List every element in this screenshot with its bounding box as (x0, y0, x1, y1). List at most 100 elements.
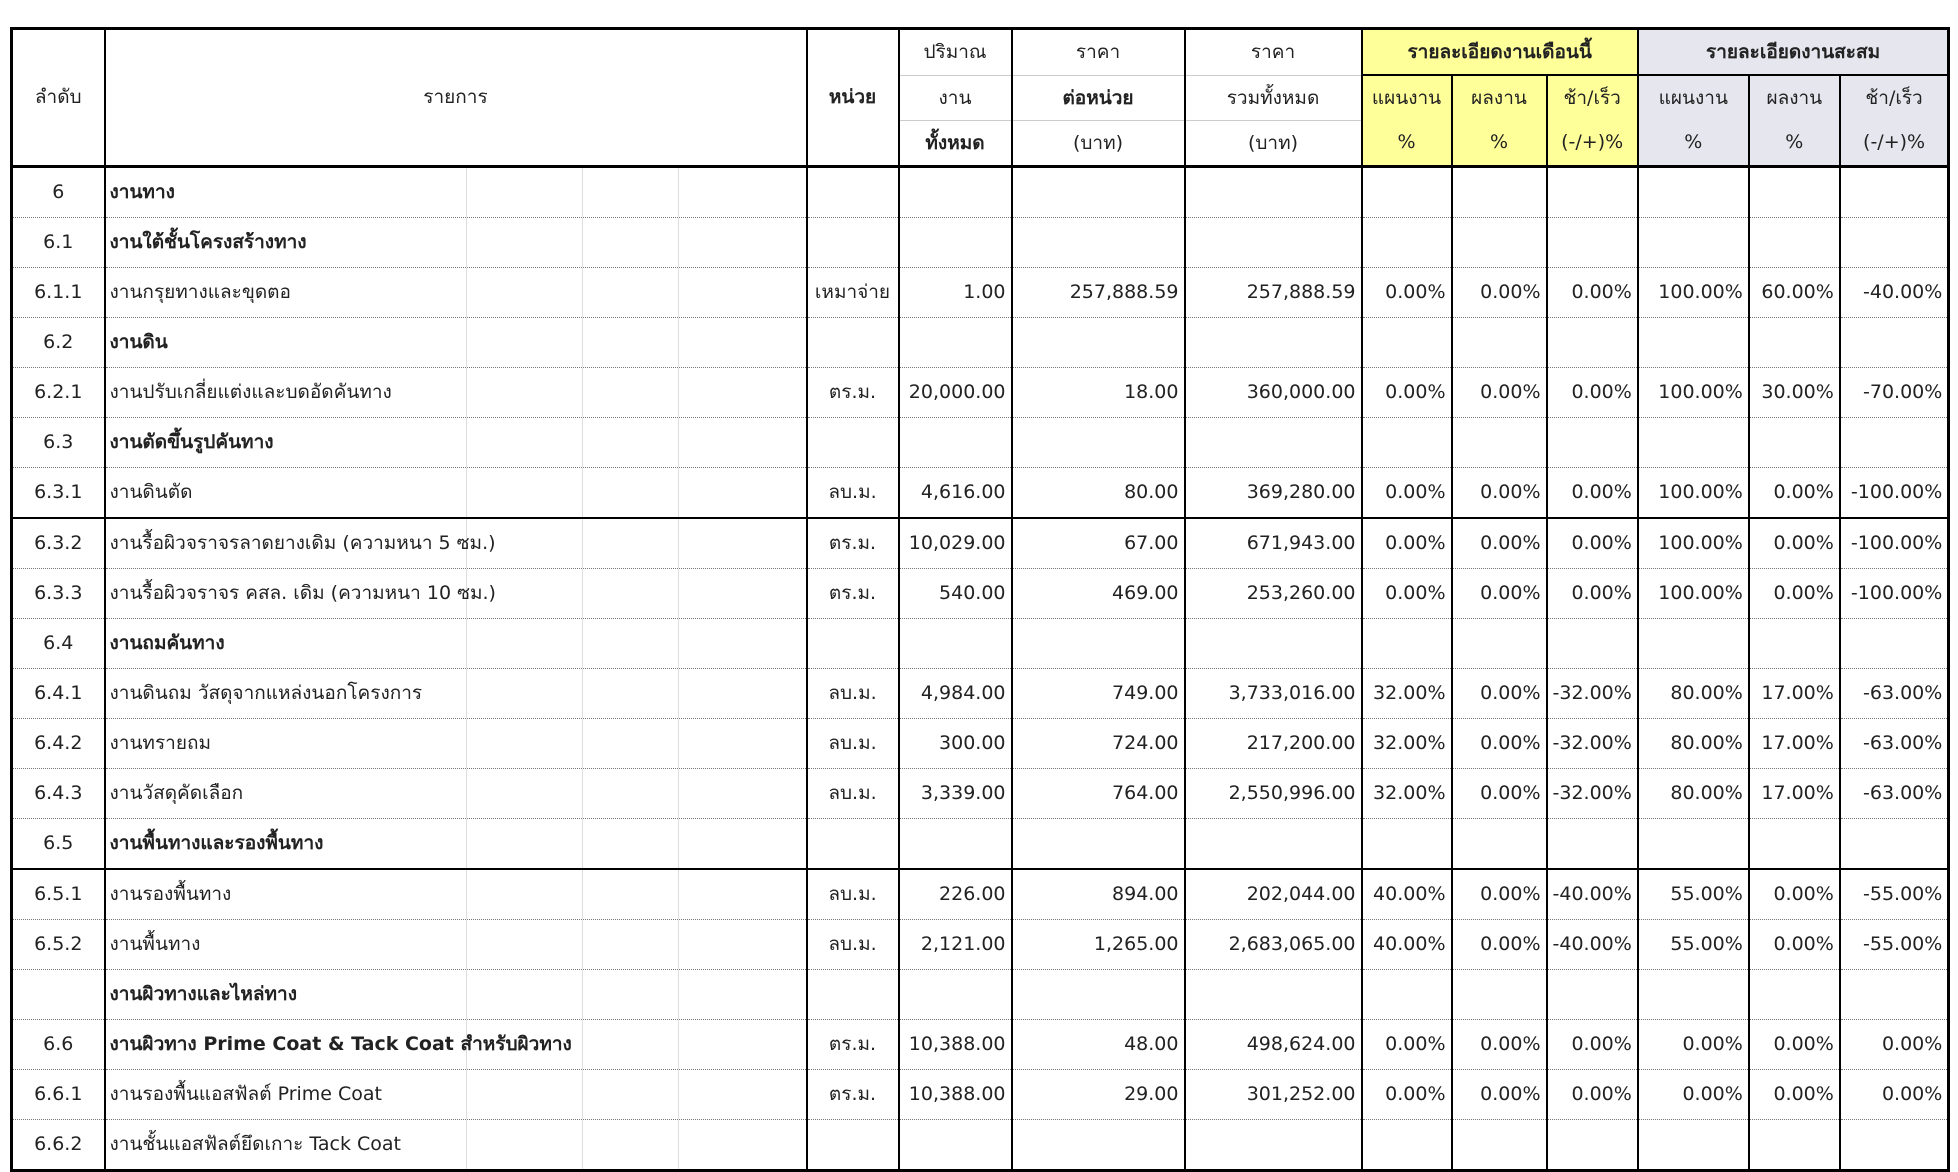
cell-qty: 4,616.00 (897, 467, 1013, 519)
gridline (581, 1019, 583, 1068)
gridline (465, 869, 467, 919)
cell-seq: 6.4.2 (10, 718, 106, 769)
cell-cum-done (1747, 969, 1841, 1020)
gridline (465, 1069, 467, 1118)
cell-unit-price (1010, 818, 1186, 870)
table-row: 6.4.3 งานวัสดุคัดเลือก ลบ.ม. 3,339.00 764.00… (10, 768, 1950, 819)
cell-month-plan: 0.00% (1360, 568, 1453, 619)
cell-month-diff: -40.00% (1545, 868, 1639, 920)
cell-cum-done (1747, 618, 1841, 669)
cell-total-price: 253,260.00 (1183, 568, 1363, 619)
cell-cum-done (1747, 166, 1841, 218)
gridline (465, 668, 467, 717)
cell-month-diff: 0.00% (1545, 517, 1639, 569)
cell-cum-done: 0.00% (1747, 1069, 1841, 1120)
cell-qty (897, 969, 1013, 1020)
gridline (581, 568, 583, 617)
cell-month-done: 0.00% (1450, 718, 1548, 769)
cell-seq: 6.3.2 (10, 517, 106, 569)
header-cum-plan-unit: % (1636, 120, 1750, 168)
cell-unit: ตร.ม. (805, 1019, 900, 1070)
cell-cum-done: 60.00% (1747, 267, 1841, 318)
cell-month-plan: 32.00% (1360, 668, 1453, 719)
cell-cum-plan: 80.00% (1636, 718, 1750, 769)
cell-seq: 6.3 (10, 417, 106, 468)
cell-cum-diff: -63.00% (1838, 768, 1950, 819)
gridline (581, 467, 583, 516)
item-text: งานพื้นทางและรองพื้นทาง (109, 832, 324, 854)
cell-cum-plan (1636, 317, 1750, 368)
cell-unit-price (1010, 969, 1186, 1020)
item-text: งานผิวทาง Prime Coat & Tack Coat สำหรับผ… (109, 1033, 572, 1055)
cell-month-diff: 0.00% (1545, 1019, 1639, 1070)
cell-unit (805, 818, 900, 870)
table-row: 6.6.2 งานชั้นแอสฟัลต์ยึดเกาะ Tack Coat (10, 1119, 1950, 1171)
cell-cum-plan: 100.00% (1636, 568, 1750, 619)
cell-cum-plan: 55.00% (1636, 919, 1750, 970)
cell-cum-done: 30.00% (1747, 367, 1841, 418)
cell-cum-diff: -55.00% (1838, 919, 1950, 970)
item-text: งานวัสดุคัดเลือก (109, 782, 244, 804)
cell-cum-plan: 0.00% (1636, 1069, 1750, 1120)
cell-item: งานกรุยทางและขุดตอ (103, 267, 808, 318)
cell-qty: 300.00 (897, 718, 1013, 769)
gridline (677, 1119, 679, 1169)
cell-cum-done: 17.00% (1747, 668, 1841, 719)
cell-month-plan (1360, 417, 1453, 468)
cell-unit-price: 48.00 (1010, 1019, 1186, 1070)
cell-month-plan: 0.00% (1360, 1019, 1453, 1070)
header-month-diff: ช้า/เร็ว (1545, 75, 1639, 120)
cell-unit: ตร.ม. (805, 1069, 900, 1120)
cell-unit-price: 894.00 (1010, 868, 1186, 920)
cell-unit-price (1010, 166, 1186, 218)
cell-item: งานผิวทางและไหล่ทาง (103, 969, 808, 1020)
cell-unit: ลบ.ม. (805, 768, 900, 819)
cell-unit: ลบ.ม. (805, 668, 900, 719)
gridline (677, 718, 679, 767)
cell-cum-done: 0.00% (1747, 568, 1841, 619)
cell-qty: 540.00 (897, 568, 1013, 619)
cell-total-price: 498,624.00 (1183, 1019, 1363, 1070)
table-row: 6.5 งานพื้นทางและรองพื้นทาง (10, 818, 1950, 870)
cell-unit-price (1010, 1119, 1186, 1171)
gridline (465, 618, 467, 667)
table-body: 6 งานทาง 6.1 งานใต้ชั้นโครงสร้างทาง 6.1.1 งาน… (10, 166, 1950, 1171)
header-cum-done-unit: % (1747, 120, 1841, 168)
item-text: งานรื้อผิวจราจร คสล. เดิม (ความหนา 10 ซม… (109, 582, 496, 604)
cell-month-plan: 0.00% (1360, 367, 1453, 418)
gridline (581, 768, 583, 817)
gridline (581, 167, 583, 216)
header-total-price-1: ราคา (1183, 28, 1363, 76)
cell-qty: 3,339.00 (897, 768, 1013, 819)
table-row: 6.4.1 งานดินถม วัสดุจากแหล่งนอกโครงการ ลบ.… (10, 668, 1950, 719)
cell-unit-price: 724.00 (1010, 718, 1186, 769)
cell-cum-plan: 80.00% (1636, 768, 1750, 819)
cell-cum-done (1747, 818, 1841, 870)
gridline (581, 818, 583, 867)
header-unit-price-2: ต่อหน่วย (1010, 75, 1186, 121)
cell-cum-done: 0.00% (1747, 467, 1841, 519)
table-row: 6 งานทาง (10, 166, 1950, 218)
table-row: 6.2.1 งานปรับเกลี่ยแต่งและบดอัดคันทาง ตร.ม… (10, 367, 1950, 418)
cell-item: งานใต้ชั้นโครงสร้างทาง (103, 217, 808, 268)
table-row: 6.5.2 งานพื้นทาง ลบ.ม. 2,121.00 1,265.00 2,68… (10, 919, 1950, 970)
cell-cum-plan: 100.00% (1636, 367, 1750, 418)
gridline (677, 618, 679, 667)
gridline (677, 1069, 679, 1118)
cell-cum-diff: -55.00% (1838, 868, 1950, 920)
cell-item: งานผิวทาง Prime Coat & Tack Coat สำหรับผ… (103, 1019, 808, 1070)
gridline (581, 217, 583, 266)
gridline (677, 818, 679, 867)
cell-month-diff (1545, 1119, 1639, 1171)
cell-month-done: 0.00% (1450, 517, 1548, 569)
header-month-plan: แผนงาน (1360, 75, 1453, 120)
cell-qty: 4,984.00 (897, 668, 1013, 719)
cell-month-done: 0.00% (1450, 1069, 1548, 1120)
cell-total-price (1183, 317, 1363, 368)
cell-item: งานวัสดุคัดเลือก (103, 768, 808, 819)
cell-total-price: 369,280.00 (1183, 467, 1363, 519)
gridline (581, 1069, 583, 1118)
gridline (677, 969, 679, 1018)
cell-cum-plan (1636, 818, 1750, 870)
cell-month-diff: 0.00% (1545, 367, 1639, 418)
